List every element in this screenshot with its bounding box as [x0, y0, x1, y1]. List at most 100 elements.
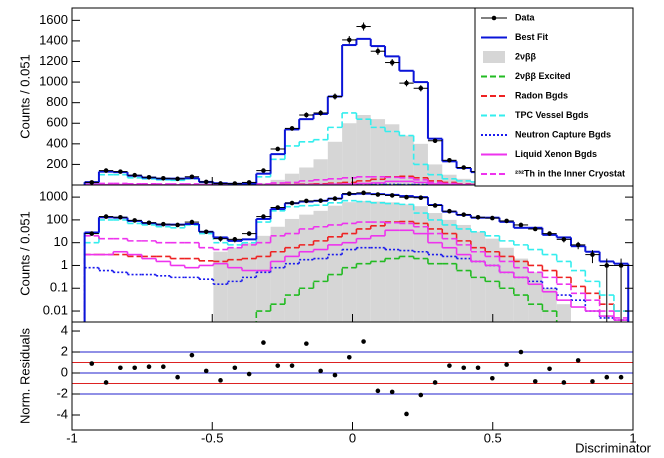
- data-point: [461, 212, 467, 217]
- data-point: [261, 168, 266, 173]
- data-point: [361, 24, 366, 29]
- residual-point: [461, 365, 467, 371]
- data-point: [304, 112, 309, 118]
- data-point: [375, 48, 381, 54]
- residual-point: [561, 380, 567, 385]
- panel-residuals: [72, 339, 633, 417]
- data-point: [604, 263, 610, 268]
- histogram-bar: [299, 214, 314, 322]
- residual-point: [118, 365, 123, 371]
- legend-label: 2νββ: [515, 51, 537, 61]
- residual-point: [404, 411, 409, 417]
- data-point: [175, 222, 180, 228]
- data-point: [418, 195, 424, 201]
- y-tick-label: 1400: [39, 32, 68, 47]
- data-point: [203, 179, 209, 185]
- histogram-bar: [256, 235, 271, 322]
- x-tick-label: 1: [629, 430, 636, 445]
- y-axis-title: Counts / 0.051: [17, 54, 32, 139]
- data-point: [404, 194, 409, 200]
- legend-label: 2νββ Excited: [515, 71, 571, 81]
- histogram-bar: [442, 174, 457, 185]
- data-point: [389, 60, 395, 65]
- data-point: [89, 231, 95, 236]
- data-point: [232, 237, 238, 242]
- histogram-bar: [556, 304, 572, 322]
- data-point: [318, 198, 323, 203]
- data-point: [289, 126, 295, 131]
- legend-label: ²³²Th in the Inner Cryostat: [515, 168, 625, 178]
- histogram-bar: [542, 288, 557, 322]
- y-axis-title: Norm. Residuals: [17, 327, 32, 424]
- data-point: [161, 176, 166, 181]
- data-point: [218, 181, 223, 185]
- residual-point: [289, 363, 295, 368]
- data-point: [304, 198, 309, 204]
- legend-label: Neutron Capture Bgds: [515, 129, 611, 139]
- histogram-bar: [270, 226, 285, 322]
- residual-point: [447, 363, 452, 368]
- histogram-bar: [427, 164, 443, 185]
- histogram-bar: [284, 218, 300, 322]
- data-point: [389, 193, 395, 198]
- residual-point: [375, 388, 381, 394]
- panel-linear: [83, 22, 630, 185]
- histogram-bar: [528, 272, 543, 322]
- residual-point: [361, 339, 366, 344]
- residual-point: [275, 363, 281, 368]
- data-point: [346, 191, 352, 197]
- data-point: [375, 192, 381, 197]
- y-tick-label: 4: [61, 322, 68, 337]
- x-tick-label: 0: [349, 430, 356, 445]
- residual-point: [161, 364, 166, 370]
- residual-point: [532, 379, 538, 384]
- data-point: [146, 220, 152, 226]
- y-tick-label: 0.01: [43, 302, 68, 317]
- data-point: [346, 37, 352, 43]
- y-tick-label: 100: [46, 211, 68, 226]
- data-point: [161, 221, 166, 227]
- residual-point: [304, 341, 309, 346]
- data-point: [561, 237, 567, 242]
- histogram-bar: [342, 202, 357, 322]
- data-point: [447, 158, 452, 163]
- y-tick-label: 10: [54, 234, 68, 249]
- histogram-bar: [427, 213, 443, 322]
- residual-point: [590, 379, 595, 384]
- data-point: [175, 176, 180, 182]
- residual-point: [261, 340, 266, 345]
- residual-point: [547, 366, 552, 372]
- residual-point: [432, 380, 438, 385]
- histogram-bar: [327, 205, 343, 322]
- residual-point: [618, 374, 624, 380]
- data-point: [246, 231, 252, 236]
- data-point: [132, 218, 137, 223]
- y-tick-label: 400: [46, 135, 68, 150]
- data-point: [461, 165, 467, 170]
- residual-point: [89, 361, 95, 366]
- histogram-bar: [399, 204, 414, 322]
- histogram-bar: [356, 200, 371, 322]
- histogram-bar: [513, 258, 529, 322]
- histogram-bar: [356, 115, 371, 185]
- data-point: [332, 196, 338, 201]
- data-point: [432, 203, 438, 208]
- data-point: [203, 229, 209, 235]
- residual-point: [132, 365, 137, 371]
- data-point: [118, 169, 123, 174]
- histogram-bar: [313, 210, 328, 322]
- histogram-bar: [413, 143, 428, 185]
- histogram-bar: [313, 159, 328, 185]
- histogram-bar: [499, 247, 514, 322]
- histogram-bar: [227, 247, 242, 322]
- data-point: [275, 205, 281, 210]
- y-tick-label: 800: [46, 94, 68, 109]
- histogram-bar: [270, 179, 285, 185]
- residual-point: [203, 368, 209, 374]
- data-point: [189, 174, 195, 180]
- panel-frame: [71, 321, 634, 431]
- data-point: [103, 168, 109, 173]
- data-point: [490, 215, 495, 221]
- data-point: [418, 85, 424, 91]
